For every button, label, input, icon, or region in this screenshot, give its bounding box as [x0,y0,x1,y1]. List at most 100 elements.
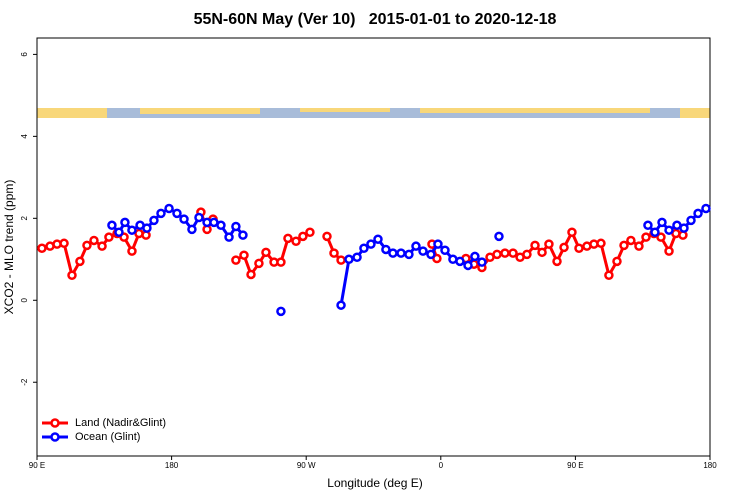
data-point [37,243,47,253]
y-tick-label: 6 [20,52,29,57]
data-point [298,231,308,242]
data-point [440,245,450,256]
data-point [238,230,248,240]
data-point [254,258,264,269]
legend-marker [50,432,60,442]
data-point [650,227,660,237]
data-point [104,232,114,242]
data-point [366,239,376,249]
data-point [246,269,256,280]
map-strip [37,108,710,118]
data-point [329,248,339,258]
data-point [107,220,117,231]
data-point [261,247,271,258]
data-point [276,306,286,317]
data-point [574,243,584,253]
x-tick-label: 90 W [297,461,316,470]
data-point [701,203,711,214]
data-point [544,239,554,249]
data-point [156,208,166,219]
data-point [89,235,99,246]
data-point [127,225,137,235]
legend-marker [50,418,60,428]
x-axis-label: Longitude (deg E) [327,476,422,490]
chart-title: 55N-60N May (Ver 10) 2015-01-01 to 2020-… [194,11,557,28]
data-point [114,227,124,237]
data-point [634,241,644,251]
x-tick-label: 180 [165,461,179,470]
data-point [381,244,391,255]
data-point [559,242,569,253]
data-point [75,256,85,267]
data-point [388,248,398,258]
data-point [664,246,674,256]
legend-label: Ocean (Glint) [75,431,140,443]
data-point [149,215,159,226]
data-point [552,256,562,267]
data-point [359,243,369,253]
y-tick-label: -2 [20,378,29,386]
data-point [283,233,293,244]
legend-label: Land (Nadir&Glint) [75,417,166,429]
data-point [537,247,547,258]
plot-frame [36,37,711,457]
data-point [470,251,480,262]
data-point [97,241,107,251]
x-tick-label: 90 E [567,461,583,470]
data-point [352,252,362,262]
data-point [59,238,69,249]
data-point [596,238,606,249]
data-point [127,246,137,256]
data-point [494,231,504,242]
data-point [693,208,703,219]
data-point [686,215,696,226]
data-point [231,255,241,265]
data-point [120,217,130,228]
data-point [322,231,332,242]
x-tick-label: 180 [703,461,717,470]
data-point [508,248,518,258]
data-point [396,248,406,258]
y-axis-label: XCO2 - MLO trend (ppm) [2,180,16,315]
data-point [612,256,622,267]
data-point [656,232,666,242]
data-point [664,225,674,235]
y-tick-label: 4 [20,134,29,139]
data-point [641,232,651,242]
data-point [231,221,241,232]
data-point [657,217,667,228]
data-point [522,249,532,260]
data-point [142,223,152,233]
data-point [643,220,653,231]
data-point [567,227,577,237]
data-point [305,227,315,237]
data-point [619,240,629,251]
data-point [82,240,92,251]
data-point [172,208,182,219]
y-tick-label: 2 [20,216,29,221]
data-point [604,270,614,281]
data-point [463,260,473,271]
data-point [492,249,502,260]
data-point [336,255,346,265]
data-point [216,220,226,231]
data-point [239,250,249,260]
data-point [164,203,174,214]
data-point [500,248,510,258]
data-point [187,224,197,235]
data-point [179,214,189,224]
data-point [426,249,436,260]
data-point [411,241,421,251]
data-point [626,235,636,246]
data-point [455,256,465,267]
data-point [404,249,414,260]
data-point [432,253,442,264]
data-point [224,232,234,242]
data-point [194,212,204,223]
x-tick-label: 0 [439,461,444,470]
data-point [276,257,286,267]
data-point [530,240,540,251]
data-point [373,234,383,244]
x-tick-label: 90 E [29,461,45,470]
